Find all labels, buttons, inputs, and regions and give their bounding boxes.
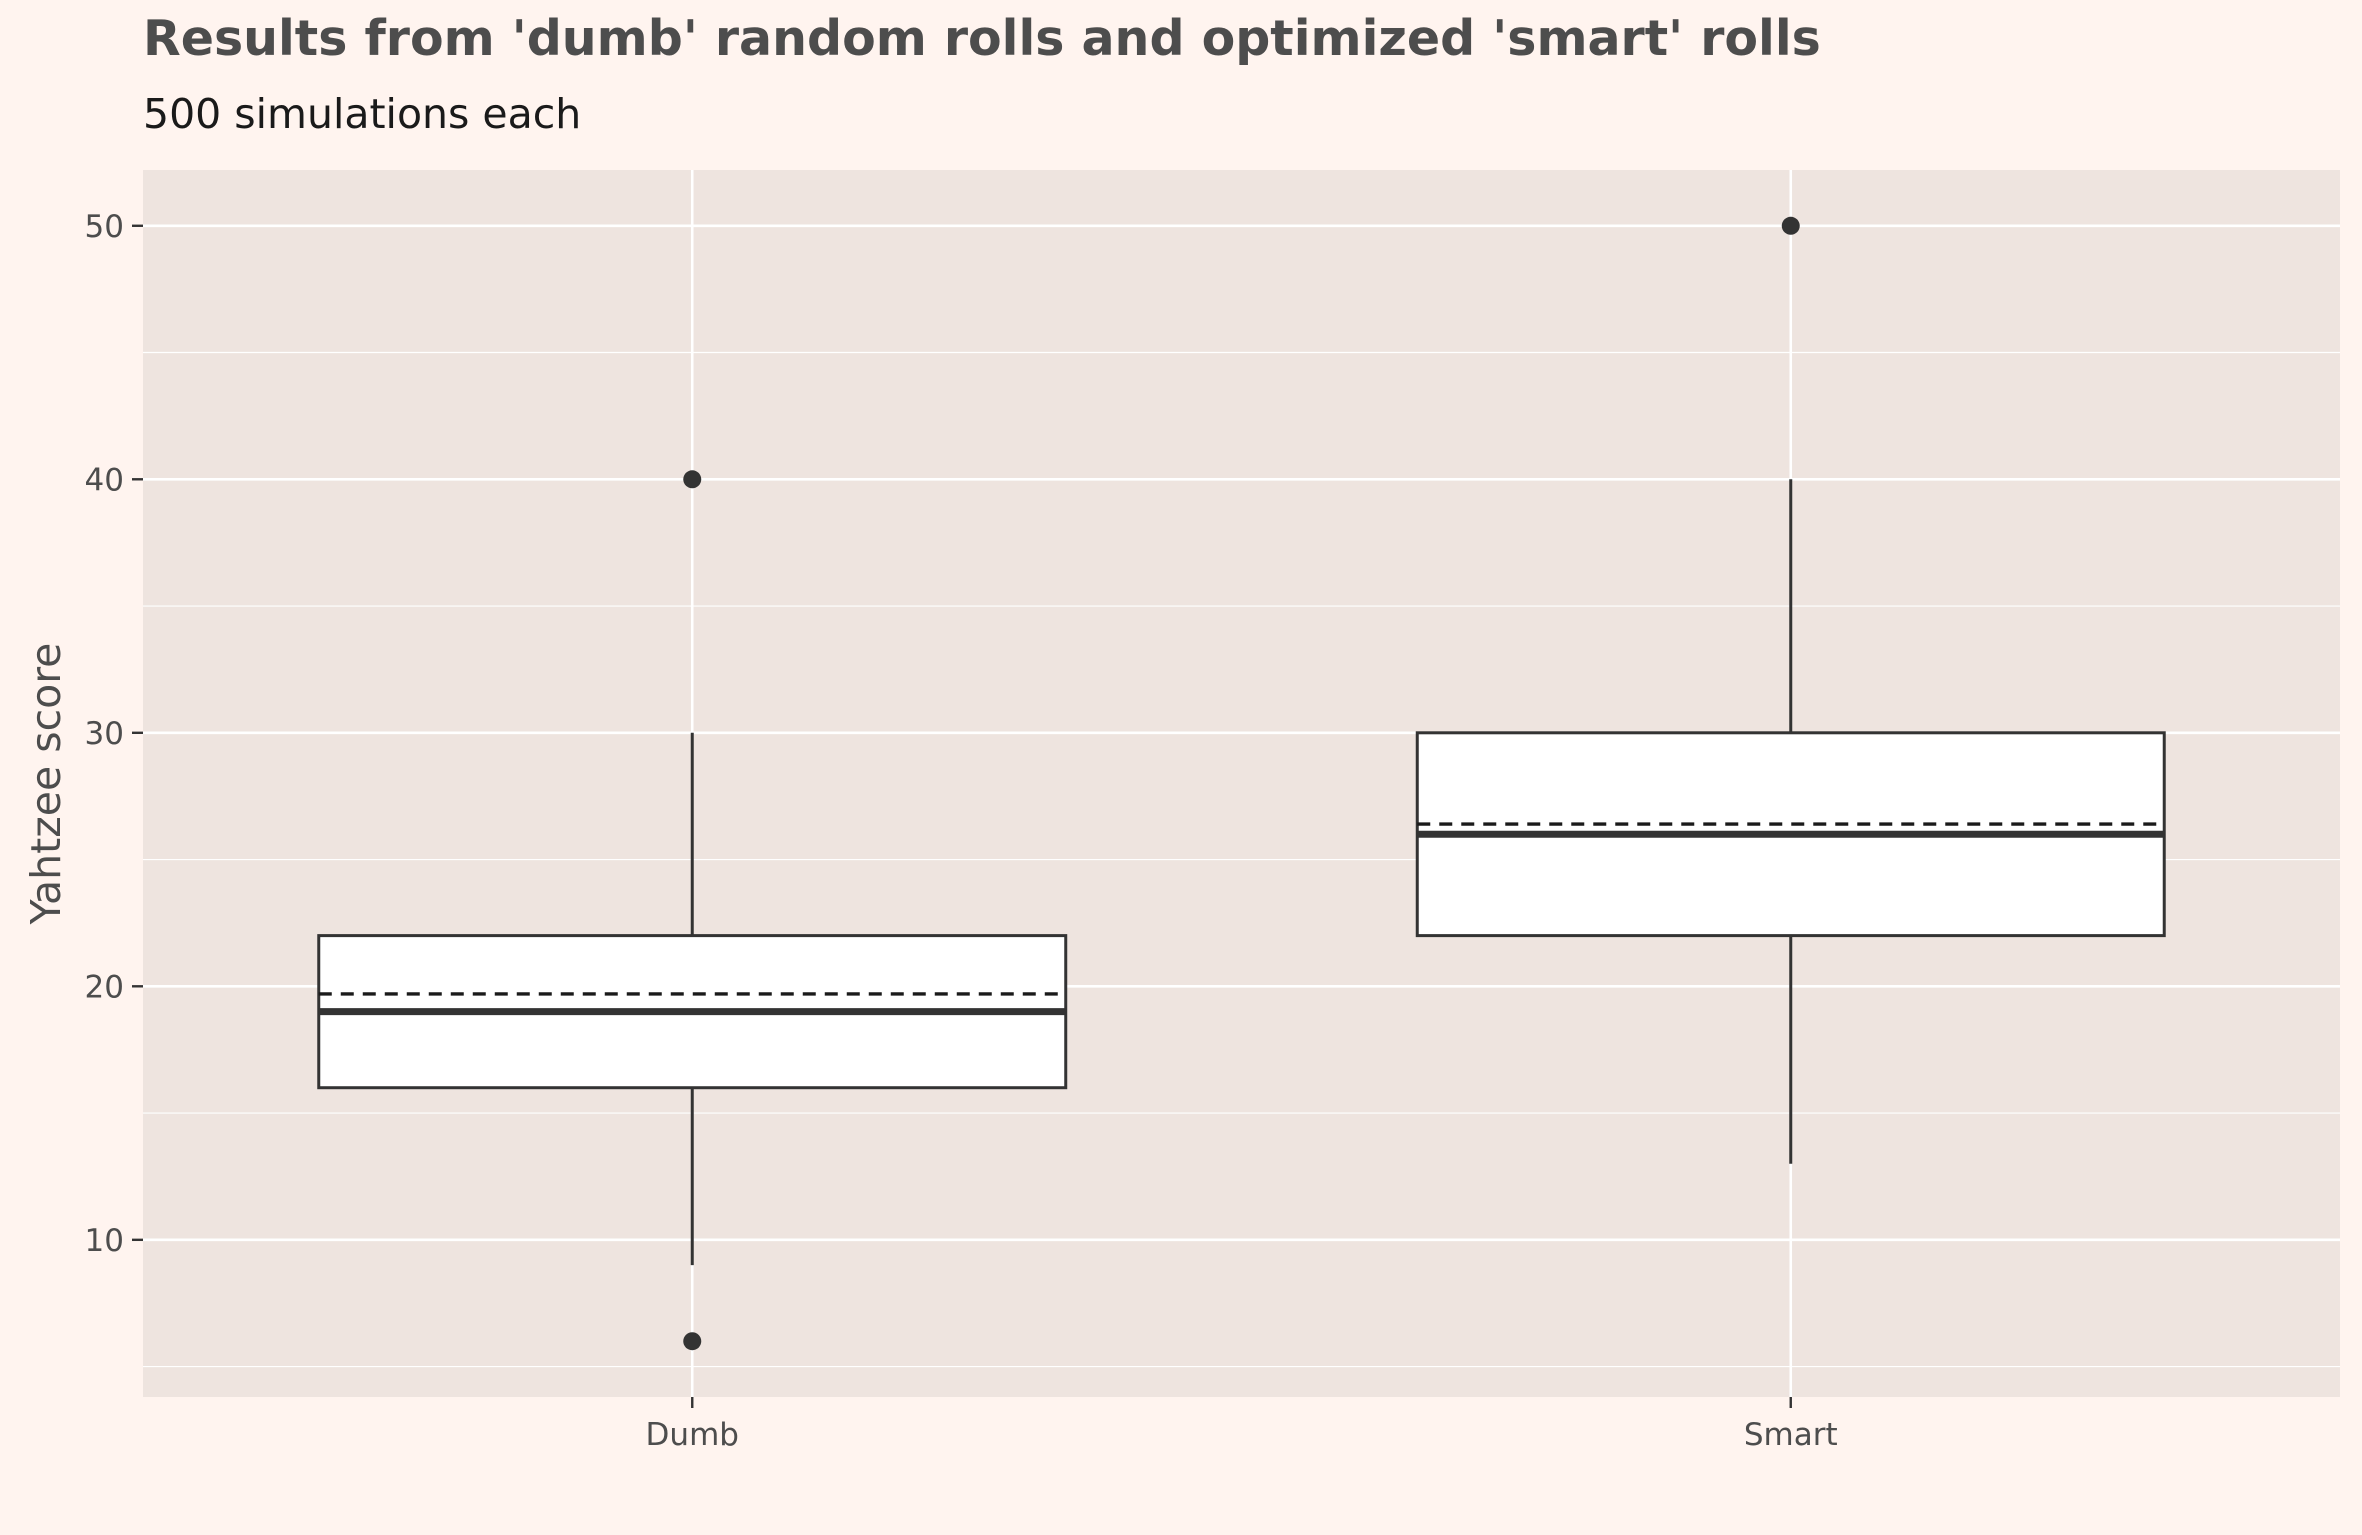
box-layer (317, 216, 2166, 1351)
chart-title: Results from 'dumb' random rolls and opt… (143, 10, 1821, 67)
y-axis-title: Yahtzee score (22, 643, 70, 926)
grid-lines (143, 170, 2340, 1397)
outlier-point (683, 470, 702, 489)
y-tick-label: 30 (85, 716, 124, 752)
axis-layer: 10 20 30 40 50 Dumb Smart (85, 209, 1838, 1453)
chart-subtitle: 500 simulations each (143, 90, 582, 138)
y-tick-label: 40 (85, 462, 124, 498)
y-tick-label: 10 (85, 1223, 124, 1259)
y-tick-label: 50 (85, 209, 124, 245)
x-tick-label: Dumb (646, 1417, 739, 1453)
y-tick-label: 20 (85, 969, 124, 1005)
box-dumb (317, 470, 1068, 1351)
outlier-point (683, 1332, 702, 1351)
outlier-point (1781, 216, 1800, 235)
x-tick-label: Smart (1744, 1417, 1838, 1453)
box-smart (1415, 216, 2166, 1164)
